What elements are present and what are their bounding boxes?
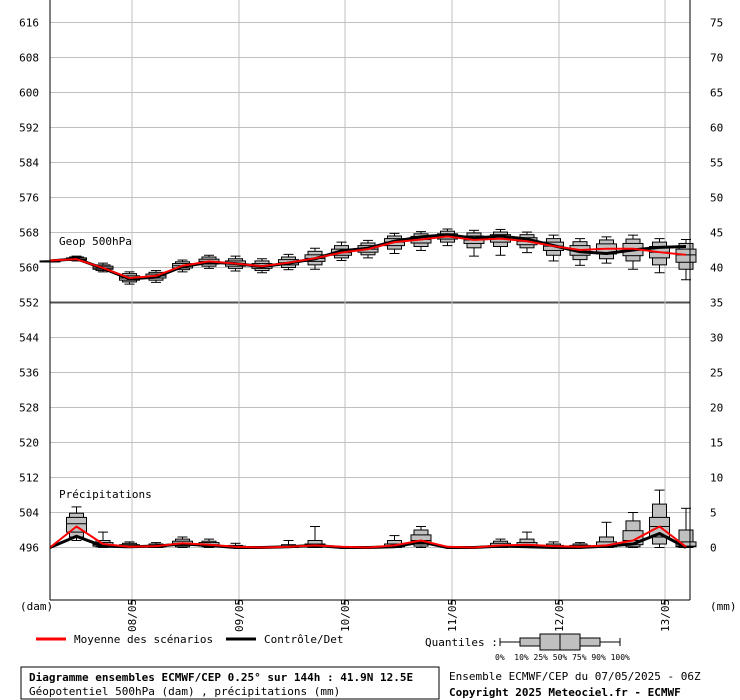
y-left-tick-label: 568: [19, 227, 39, 240]
y-left-tick-label: 496: [19, 542, 39, 555]
y-left-tick-label: 552: [19, 297, 39, 310]
legend-quantile-ticks: 0% 10% 25% 50% 75% 90% 100%: [495, 653, 630, 662]
y-right-tick-label: 75: [710, 17, 723, 30]
geopotential-label: Geop 500hPa: [59, 235, 132, 248]
y-left-tick-label: 520: [19, 437, 39, 450]
y-left-tick-label: 528: [19, 402, 39, 415]
x-tick-label: 10/05: [339, 599, 352, 632]
y-right-tick-label: 60: [710, 122, 723, 135]
y-left-tick-label: 592: [19, 122, 39, 135]
y-right-tick-label: 5: [710, 507, 717, 520]
y-right-tick-label: 65: [710, 87, 723, 100]
y-left-tick-label: 536: [19, 367, 39, 380]
geopotential-lines: [49, 233, 687, 281]
y-left-tick-label: 600: [19, 87, 39, 100]
title-box: [20, 666, 440, 700]
y-right-tick-label: 50: [710, 192, 723, 205]
grid: [50, 0, 690, 600]
x-tick-label: 08/05: [126, 599, 139, 632]
y-right-tick-label: 15: [710, 437, 723, 450]
plot-frame: [49, 0, 691, 601]
y-left-tick-label: 616: [19, 17, 39, 30]
y-left-tick-label: 560: [19, 262, 39, 275]
legend-quantiles-label: Quantiles :: [425, 636, 498, 649]
precipitation-label: Précipitations: [59, 488, 152, 501]
y-right-tick-label: 0: [710, 542, 717, 555]
title-line-1: Diagramme ensembles ECMWF/CEP 0.25° sur …: [29, 671, 413, 684]
y-right-tick-label: 45: [710, 227, 723, 240]
y-right-tick-label: 30: [710, 332, 723, 345]
x-tick-label: 12/05: [553, 599, 566, 632]
precipitation-lines: [49, 525, 687, 549]
y-right-unit: (mm): [710, 600, 737, 613]
y-right-tick-label: 70: [710, 52, 723, 65]
legend-mean-label: Moyenne des scénarios: [74, 633, 213, 646]
legend-quantile-box: [499, 633, 621, 651]
copyright: Copyright 2025 Meteociel.fr - ECMWF: [449, 686, 681, 699]
run-info: Ensemble ECMWF/CEP du 07/05/2025 - 06Z: [449, 670, 701, 683]
y-left-tick-label: 512: [19, 472, 39, 485]
y-right-tick-label: 40: [710, 262, 723, 275]
y-left-unit: (dam): [20, 600, 53, 613]
geopotential-mean-line: [49, 235, 687, 279]
footer: Diagramme ensembles ECMWF/CEP 0.25° sur …: [20, 666, 701, 700]
y-right-tick-label: 55: [710, 157, 723, 170]
precipitation-box: [66, 506, 87, 541]
legend-control-label: Contrôle/Det: [264, 633, 343, 646]
y-left-tick-label: 584: [19, 157, 39, 170]
x-axis-ticks: 08/05 09/05 10/05 11/05 12/05 13/05: [126, 599, 672, 632]
y-right-tick-label: 20: [710, 402, 723, 415]
y-left-tick-label: 504: [19, 507, 39, 520]
y-right-tick-label: 10: [710, 472, 723, 485]
legend: Moyenne des scénarios Contrôle/Det Quant…: [36, 633, 630, 662]
title-line-2: Géopotentiel 500hPa (dam) , précipitatio…: [29, 685, 340, 698]
y-left-tick-label: 544: [19, 332, 39, 345]
precipitation-mean-line: [49, 525, 687, 549]
x-tick-label: 13/05: [659, 599, 672, 632]
y-left-tick-label: 608: [19, 52, 39, 65]
x-tick-label: 11/05: [446, 599, 459, 632]
x-tick-label: 09/05: [233, 599, 246, 632]
y-right-tick-label: 35: [710, 297, 723, 310]
y-right-tick-label: 25: [710, 367, 723, 380]
y-left-tick-label: 576: [19, 192, 39, 205]
